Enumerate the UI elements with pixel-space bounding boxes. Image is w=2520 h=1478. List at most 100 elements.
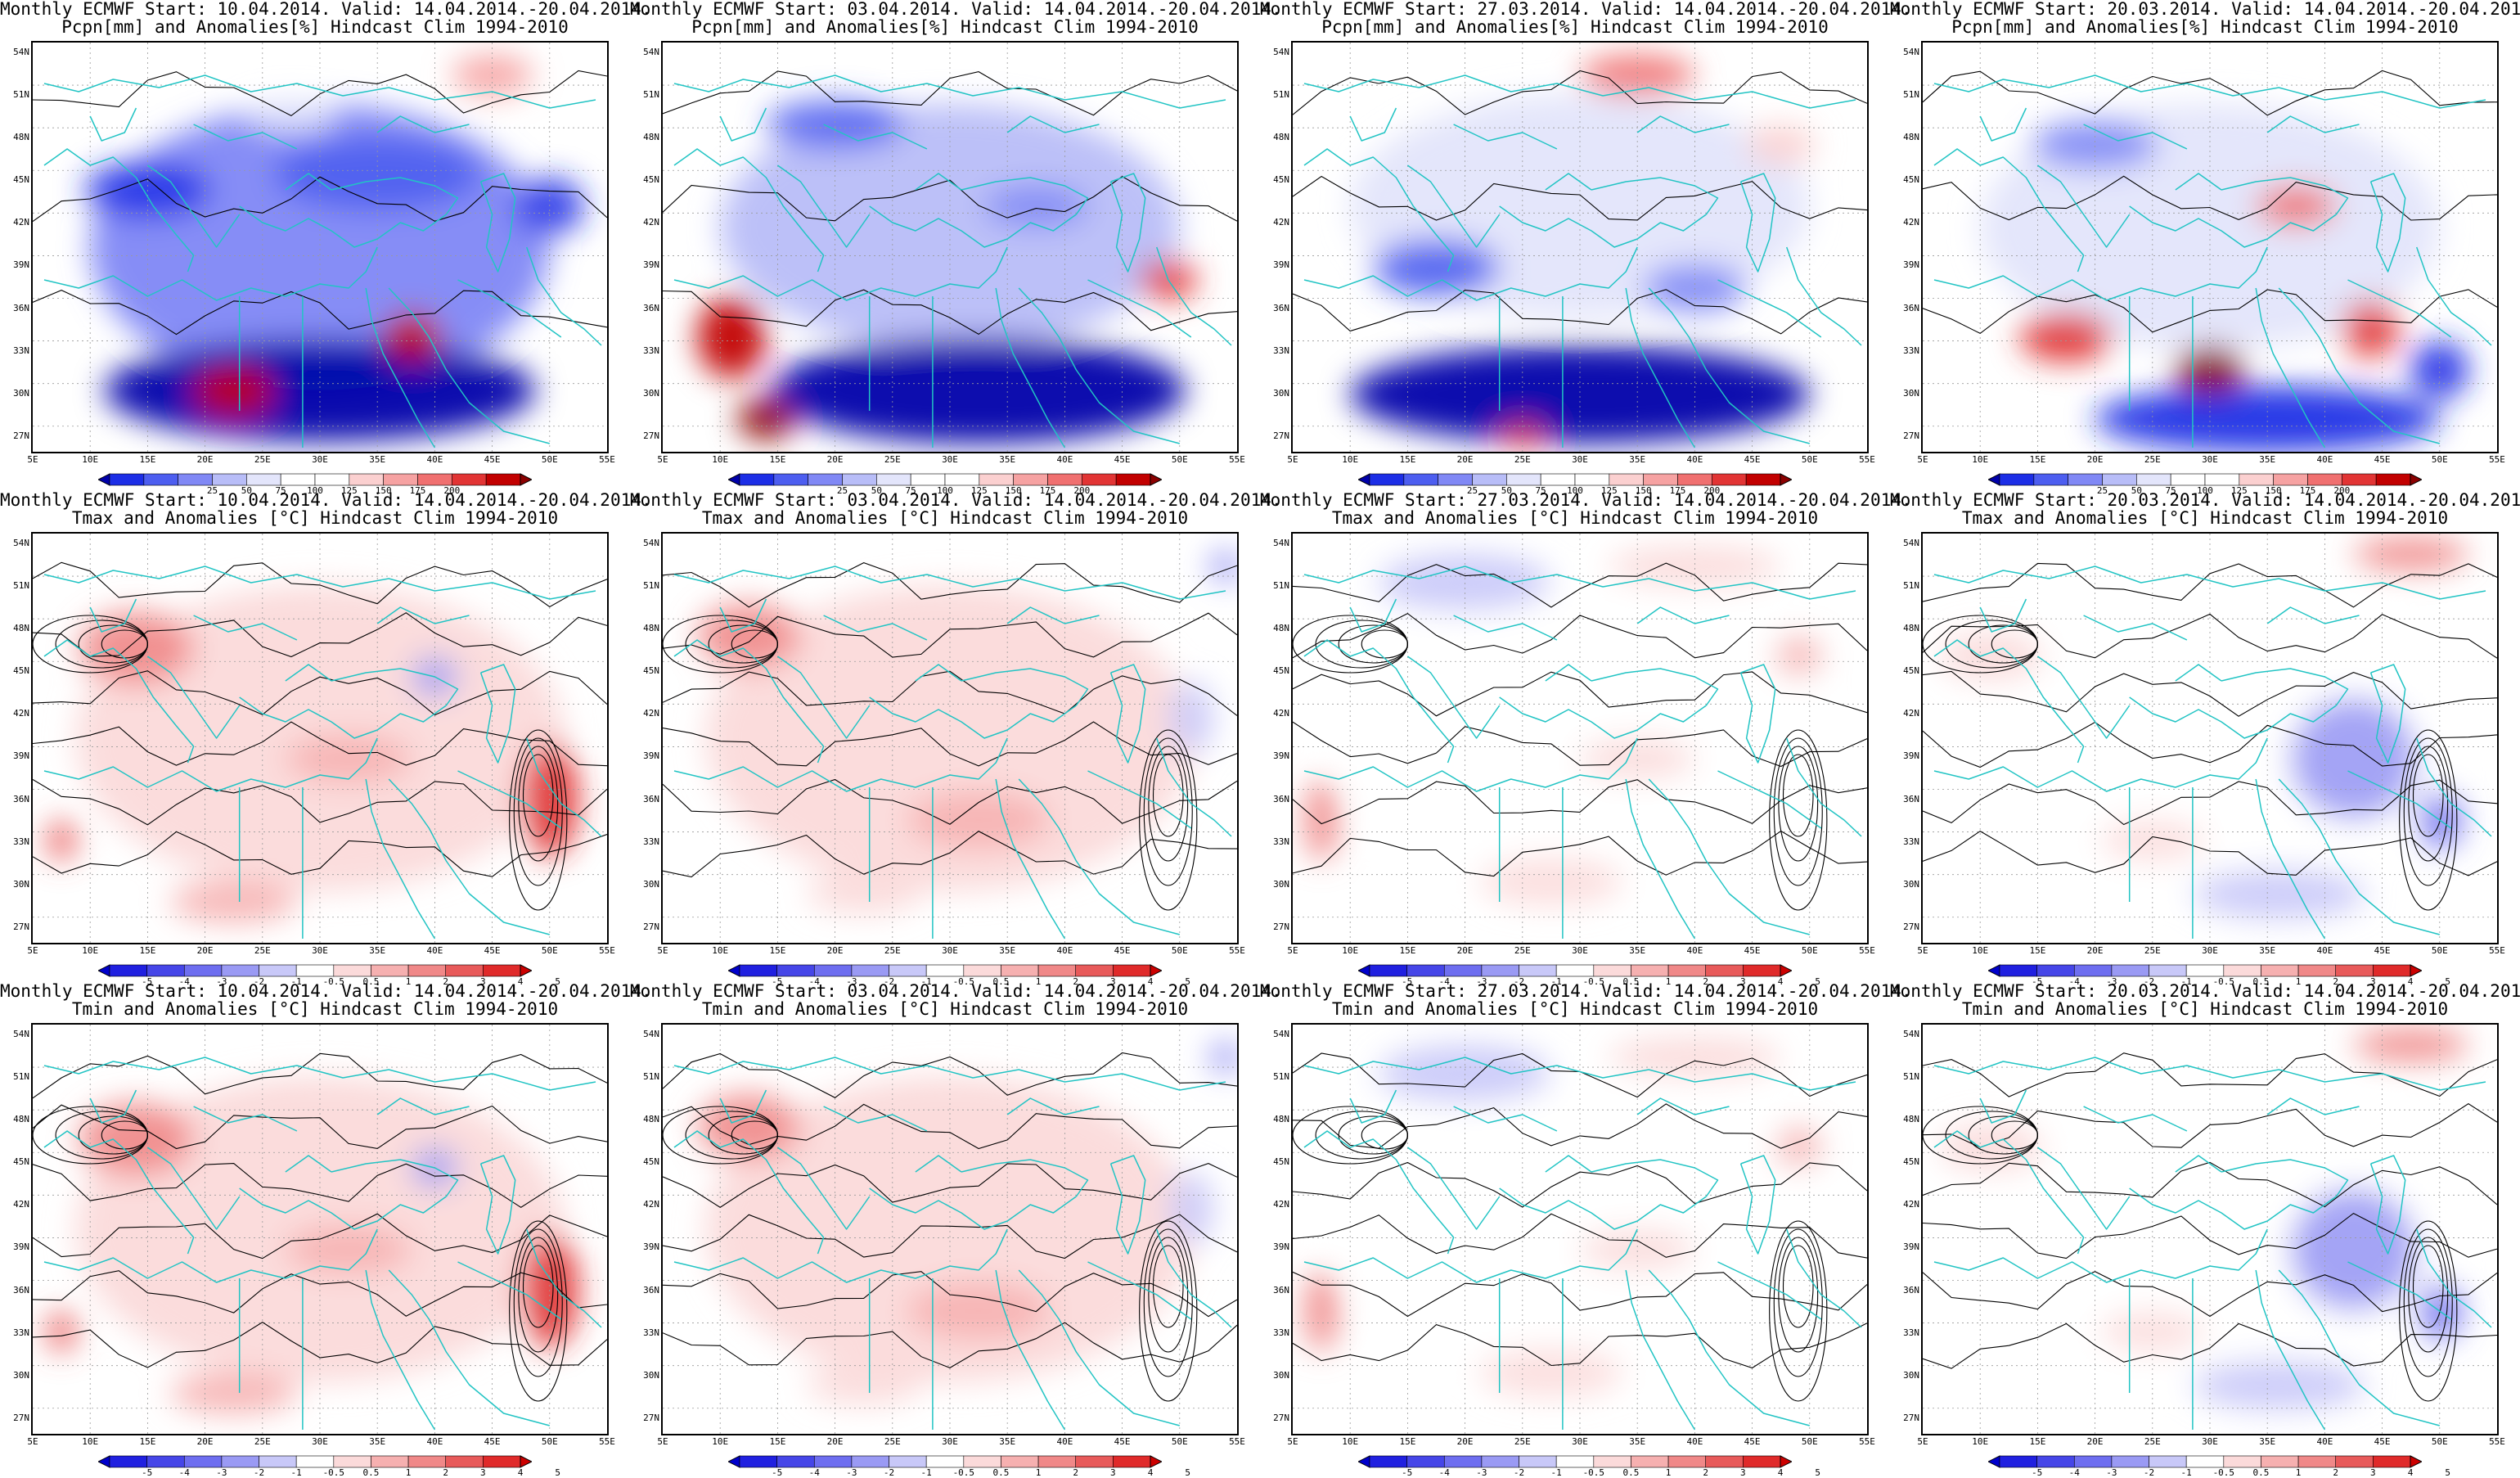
map-plot-area <box>1291 1023 1869 1435</box>
map-plot-area <box>661 532 1239 944</box>
colorbar-swatch <box>728 473 740 486</box>
latitude-label: 45N <box>1903 665 1919 677</box>
panel-title-line2: Tmin and Anomalies [°C] Hindcast Clim 19… <box>701 999 1189 1019</box>
colorbar-tick-label: 150 <box>2265 485 2282 496</box>
map-panel: Monthly ECMWF Start: 20.03.2014. Valid: … <box>1890 491 2520 987</box>
colorbar-swatch <box>109 473 145 486</box>
colorbar-tick-label: 100 <box>307 485 323 496</box>
colorbar-swatch <box>1037 1455 1077 1468</box>
colorbar-swatch <box>944 473 980 486</box>
panel-title-line1: Monthly ECMWF Start: 10.04.2014. Valid: … <box>0 981 652 1001</box>
colorbar-swatch <box>2261 1455 2299 1468</box>
latitude-label: 39N <box>643 750 659 762</box>
anomaly-region <box>1208 1041 1237 1074</box>
latitude-label: 33N <box>1273 1327 1289 1338</box>
colorbar-swatch <box>1443 1455 1483 1468</box>
colorbar-swatch <box>1677 473 1712 486</box>
latitude-label: 36N <box>643 1284 659 1296</box>
longitude-label: 20E <box>826 1436 844 1447</box>
colorbar-tick-label: 50 <box>241 485 252 496</box>
colorbar-swatch <box>2036 1455 2075 1468</box>
anomaly-region <box>104 339 536 442</box>
latitude-label: 42N <box>1903 1199 1919 1210</box>
anomaly-region <box>47 820 76 861</box>
panel-title-line2: Pcpn[mm] and Anomalies[%] Hindcast Clim … <box>1951 17 2459 37</box>
longitude-label: 20E <box>1456 945 1474 956</box>
colorbar-swatch <box>813 1455 853 1468</box>
longitude-label: 45E <box>2374 945 2391 956</box>
colorbar-tick-label: 175 <box>1039 485 1056 496</box>
coastlines <box>1933 566 2492 940</box>
colorbar <box>1988 473 2422 486</box>
latitude-label: 27N <box>643 1412 659 1423</box>
colorbar-tick-label: 25 <box>836 485 848 496</box>
colorbar-tick-label: 4 <box>2407 976 2414 987</box>
latitude-label: 33N <box>1273 345 1289 356</box>
latitude-label: 45N <box>13 1156 29 1168</box>
colorbar-swatch <box>212 473 247 486</box>
longitude-label: 15E <box>769 945 786 956</box>
anomaly-region <box>170 1372 297 1413</box>
longitude-label: 40E <box>426 945 443 956</box>
latitude-label: 27N <box>643 921 659 932</box>
colorbar-swatch <box>221 964 259 977</box>
colorbar-tick-label: -4 <box>2068 976 2080 987</box>
colorbar-tick-label: 50 <box>871 485 882 496</box>
anomaly-region <box>907 1282 1051 1340</box>
colorbar-tick-label: -4 <box>178 1467 190 1478</box>
colorbar-swatch <box>1712 473 1747 486</box>
colorbar-swatch <box>1519 964 1557 977</box>
anomaly-region <box>1208 550 1237 583</box>
anomaly-region <box>1335 584 1825 892</box>
longitude-label: 5E <box>1917 945 1928 956</box>
colorbar-swatch <box>2297 1455 2337 1468</box>
latitude-label: 27N <box>13 430 29 441</box>
longitude-label: 20E <box>196 454 214 465</box>
colorbar-tick-label: 3 <box>480 976 486 987</box>
panel-title-line2: Tmax and Anomalies [°C] Hindcast Clim 19… <box>701 508 1189 528</box>
anomaly-region <box>1775 1127 1821 1168</box>
colorbar-swatch <box>1115 473 1151 486</box>
latitude-label: 45N <box>643 665 659 677</box>
latitude-label: 54N <box>13 47 29 57</box>
longitude-label: 25E <box>1514 1436 1531 1447</box>
latitude-label: 51N <box>13 580 29 592</box>
map-plot-area <box>661 1023 1239 1435</box>
colorbar-tick-label: -1 <box>1550 1467 1562 1478</box>
latitude-label: 51N <box>13 89 29 101</box>
colorbar-swatch <box>407 964 447 977</box>
latitude-label: 51N <box>1903 89 1919 101</box>
colorbar-swatch <box>1743 964 1781 977</box>
colorbar-swatch <box>963 964 1001 977</box>
colorbar-tick-label: 3 <box>480 1467 486 1478</box>
panel-title-line2: Tmax and Anomalies [°C] Hindcast Clim 19… <box>71 508 559 528</box>
colorbar-swatch <box>1358 1455 1370 1468</box>
anomaly-region <box>285 734 412 783</box>
anomaly-region <box>79 1102 194 1176</box>
colorbar-swatch <box>333 1455 371 1468</box>
longitude-label: 45E <box>484 945 501 956</box>
colorbar-swatch <box>1593 964 1631 977</box>
anomaly-region <box>273 137 481 210</box>
coastlines <box>43 1057 602 1431</box>
longitude-label: 35E <box>369 454 386 465</box>
colorbar-swatch <box>1609 473 1644 486</box>
colorbar <box>1358 1455 1792 1468</box>
latitude-label: 27N <box>1273 1412 1289 1423</box>
longitude-label: 40E <box>1686 1436 1703 1447</box>
anomaly-region <box>1168 1172 1214 1246</box>
longitude-label: 40E <box>2316 1436 2333 1447</box>
colorbar-swatch <box>2273 473 2308 486</box>
colorbar-tick-label: 2 <box>443 976 449 987</box>
longitude-label: 30E <box>2202 945 2218 956</box>
anomaly-region <box>705 584 1195 892</box>
latitude-label: 51N <box>1903 580 1919 592</box>
longitude-label: 50E <box>2431 454 2448 465</box>
map-panel: Monthly ECMWF Start: 10.04.2014. Valid: … <box>0 0 652 496</box>
longitude-label: 55E <box>2489 945 2505 956</box>
climatology-contours <box>33 1052 607 1402</box>
latitude-label: 30N <box>643 387 659 399</box>
anomaly-region <box>2100 820 2204 861</box>
longitude-label: 25E <box>2144 945 2161 956</box>
map-svg <box>1923 534 2497 943</box>
